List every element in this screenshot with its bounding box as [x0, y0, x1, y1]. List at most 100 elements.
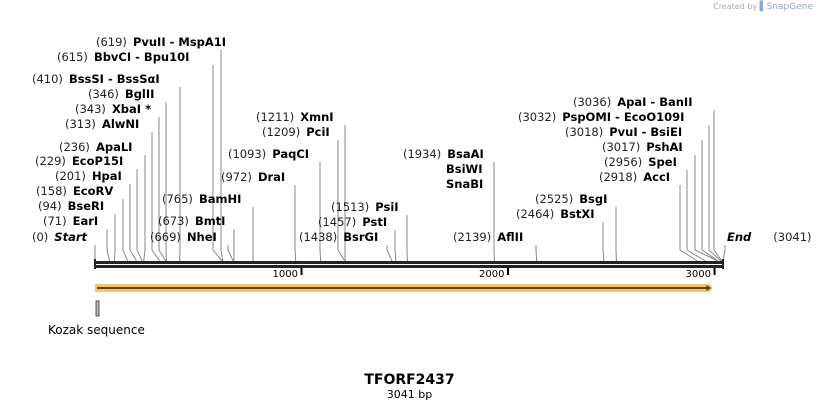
site-label[interactable]: (229) EcoP15I	[35, 154, 123, 168]
site-enzyme-name: BseRI	[67, 199, 105, 213]
site-enzyme-name: EcoP15I	[71, 154, 124, 168]
site-position: (3032)	[518, 110, 557, 124]
site-label[interactable]: (236) ApaLI	[59, 140, 132, 154]
site-label[interactable]: (158) EcoRV	[36, 184, 113, 198]
site-position: (1211)	[256, 110, 295, 124]
site-enzyme-name: AlwNI	[101, 117, 140, 131]
site-connector-line	[122, 199, 129, 262]
site-enzyme-name: BssSI - BssSαI	[68, 72, 160, 86]
site-enzyme-name: PvuI - BsiEI	[609, 125, 683, 139]
site-position: (2139)	[453, 230, 492, 244]
site-label[interactable]: (1457) PstI	[318, 215, 387, 229]
site-label[interactable]: (410) BssSI - BssSαI	[32, 72, 160, 86]
site-connector-line	[294, 185, 297, 262]
site-position: (0)	[32, 230, 49, 244]
site-enzyme-name: PspOMI - EcoO109I	[562, 110, 685, 124]
site-label[interactable]: (2464) BstXI	[516, 207, 595, 221]
site-enzyme-name: Start	[54, 230, 88, 244]
site-label[interactable]: (1438) BsrGI	[299, 230, 378, 244]
site-position: (2464)	[516, 207, 555, 221]
site-position: (619)	[96, 35, 127, 49]
site-label[interactable]: (71) EarI	[43, 214, 98, 228]
site-position: (1093)	[228, 147, 267, 161]
site-enzyme-name: BmtI	[194, 214, 226, 228]
site-position: (765)	[162, 192, 193, 206]
site-enzyme-name: SpeI	[648, 155, 677, 169]
feature-label-kozak[interactable]: Kozak sequence	[48, 323, 145, 337]
scale-tick-label: 1000	[272, 269, 298, 280]
site-enzyme-name: EcoRV	[72, 184, 114, 198]
site-label[interactable]: (3017) PshAI	[602, 140, 683, 154]
site-label[interactable]: End (3041)	[727, 230, 818, 244]
site-label[interactable]: (2956) SpeI	[604, 155, 677, 169]
site-position: (158)	[36, 184, 67, 198]
site-position: (972)	[221, 170, 252, 184]
site-connector-line	[602, 222, 605, 262]
site-label[interactable]: (615) BbvCI - Bpu10I	[57, 50, 189, 64]
site-label[interactable]: (1211) XmnI	[256, 110, 334, 124]
site-connector-line	[129, 184, 137, 262]
site-enzyme-name: BsgI	[579, 192, 608, 206]
site-position: (1934)	[403, 147, 442, 161]
site-label[interactable]: (94) BseRI	[38, 199, 104, 213]
site-connector-line	[701, 140, 719, 262]
site-enzyme-name: BsaAI	[447, 147, 484, 161]
site-label[interactable]: (0) Start	[32, 230, 87, 244]
site-connector-line	[227, 245, 234, 262]
site-position: (2956)	[604, 155, 643, 169]
site-position: (673)	[158, 214, 189, 228]
backbone-top-strand	[95, 261, 723, 264]
site-label[interactable]: (1093) PaqCI	[228, 147, 309, 161]
site-position: (410)	[32, 72, 63, 86]
site-position: (2918)	[599, 170, 638, 184]
site-position: (669)	[150, 230, 181, 244]
site-position: (71)	[43, 214, 67, 228]
site-label[interactable]: (201) HpaI	[55, 169, 122, 183]
site-label[interactable]: (972) DraI	[221, 170, 285, 184]
site-label[interactable]: (669) NheI	[150, 230, 217, 244]
site-enzyme-name: AccI	[643, 170, 671, 184]
credit-label: Created by ▌SnapGene	[713, 2, 813, 12]
site-label[interactable]: (2918) AccI	[599, 170, 670, 184]
site-enzyme-name: BglII	[124, 87, 155, 101]
site-label[interactable]: (619) PvuII - MspA1I	[96, 35, 226, 49]
site-connector-line	[337, 140, 346, 262]
site-enzyme-name: BsrGI	[343, 230, 379, 244]
site-enzyme-name: XbaI *	[111, 102, 152, 116]
site-connector-line	[394, 230, 397, 262]
site-label[interactable]: (2139) AflII	[453, 230, 523, 244]
site-label[interactable]: (343) XbaI *	[75, 102, 151, 116]
site-label[interactable]: (346) BglII	[88, 87, 154, 101]
scale-tick-label: 2000	[479, 269, 505, 280]
site-enzyme-name: BbvCI - Bpu10I	[93, 50, 190, 64]
site-connector-line	[212, 65, 223, 262]
site-position: (3036)	[573, 95, 612, 109]
site-position: (3041)	[773, 230, 812, 244]
site-position: (1209)	[262, 125, 301, 139]
site-label[interactable]: (1209) PciI	[262, 125, 330, 139]
site-position: (201)	[55, 169, 86, 183]
site-label[interactable]: (673) BmtI	[158, 214, 225, 228]
site-connector-line	[158, 117, 167, 262]
kozak-feature-marker	[95, 300, 100, 317]
site-position: (615)	[57, 50, 88, 64]
backbone-bottom-strand	[95, 265, 723, 268]
site-label[interactable]: (765) BamHI	[162, 192, 241, 206]
map-length: 3041 bp	[386, 388, 433, 401]
site-connector-line	[319, 162, 322, 262]
site-label[interactable]: (1513) PsiI	[331, 200, 399, 214]
site-label[interactable]: (3018) PvuI - BsiEI	[565, 125, 682, 139]
site-position: (3018)	[565, 125, 604, 139]
credit-brand: SnapGene	[766, 2, 813, 12]
site-label[interactable]: (3036) ApaI - BanII	[573, 95, 692, 109]
site-label[interactable]: (2525) BsgI	[535, 192, 607, 206]
site-label[interactable]: (1934) BsaAI	[403, 147, 484, 161]
site-connector-line	[151, 132, 161, 262]
site-label[interactable]: (3032) PspOMI - EcoO109I	[518, 110, 684, 124]
site-enzyme-name[interactable]: BsiWI	[446, 162, 483, 176]
site-label[interactable]: (313) AlwNI	[65, 117, 139, 131]
site-enzyme-name: PsiI	[375, 200, 399, 214]
scale-tick-label: 3000	[685, 269, 711, 280]
site-enzyme-name[interactable]: SnaBI	[446, 177, 484, 191]
site-connector-line	[220, 50, 224, 262]
